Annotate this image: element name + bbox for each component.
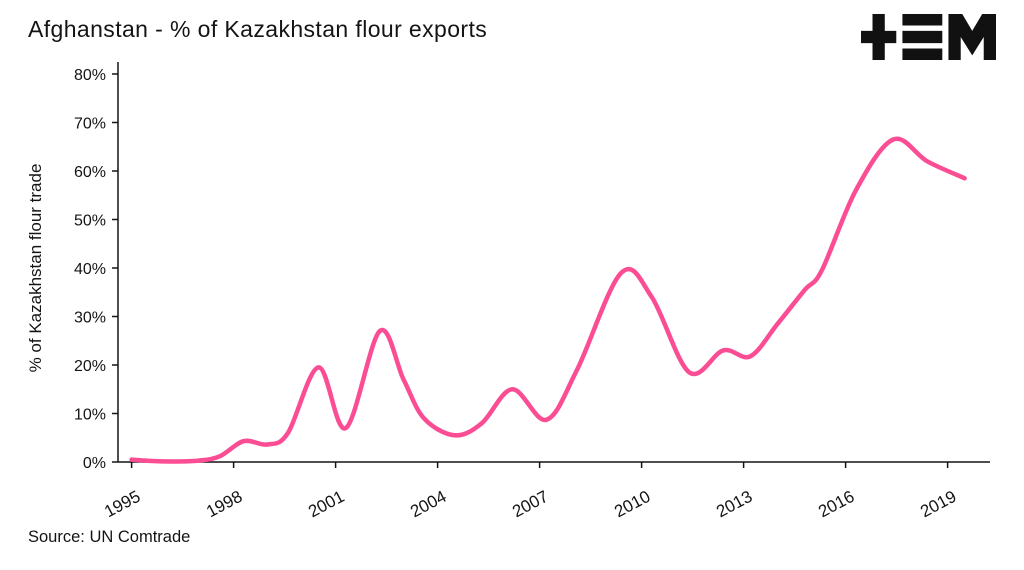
x-tick-label: 2019 xyxy=(917,487,959,522)
y-tick-label: 40% xyxy=(74,261,106,278)
logo-bar-top xyxy=(902,13,943,26)
x-tick-label: 2001 xyxy=(305,487,347,522)
x-tick-label: 2004 xyxy=(407,487,449,522)
logo-plus-horizontal xyxy=(861,30,897,44)
y-tick-label: 10% xyxy=(74,407,106,424)
source-note: Source: UN Comtrade xyxy=(28,528,191,546)
chart-title: Afghanstan - % of Kazakhstan flour expor… xyxy=(28,16,488,42)
logo-m xyxy=(948,13,996,61)
y-tick-label: 70% xyxy=(74,116,106,133)
y-tick-label: 60% xyxy=(74,164,106,181)
logo-bar-bottom xyxy=(902,48,943,61)
y-tick-label: 20% xyxy=(74,358,106,375)
x-tick-label: 2013 xyxy=(713,487,755,522)
x-tick-label: 2007 xyxy=(509,487,551,522)
x-tick-label: 2016 xyxy=(815,487,857,522)
x-tick-label: 2010 xyxy=(611,487,653,522)
y-tick-label: 50% xyxy=(74,213,106,230)
y-tick-label: 80% xyxy=(74,67,106,84)
logo-bar-middle xyxy=(902,30,943,44)
x-tick-label: 1998 xyxy=(203,487,245,522)
y-tick-label: 30% xyxy=(74,310,106,327)
data-line-afghanistan-share xyxy=(129,136,967,464)
x-tick-label: 1995 xyxy=(101,487,143,522)
tem-logo xyxy=(861,13,996,61)
y-tick-label: 0% xyxy=(83,455,106,472)
